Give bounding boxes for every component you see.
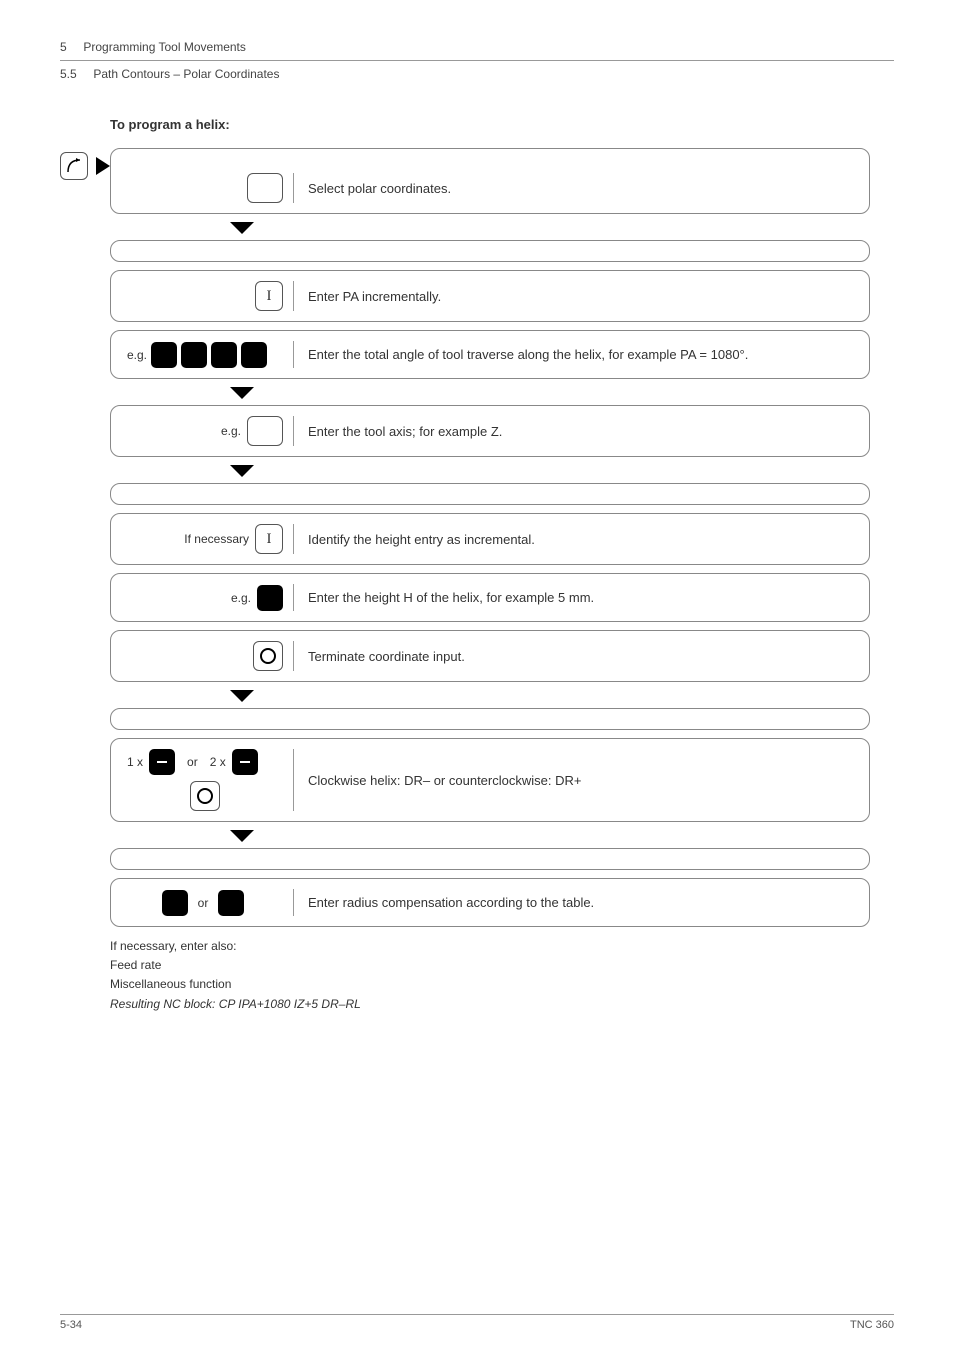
minus-key-2[interactable]: [232, 749, 258, 775]
panel-enter-pa: I Enter PA incrementally.: [110, 270, 870, 322]
desc-height-incremental: Identify the height entry as incremental…: [294, 524, 857, 554]
desc-enter-pa: Enter PA incrementally.: [294, 281, 857, 311]
ifnec-label: If necessary: [184, 532, 249, 546]
page-footer: 5-34 TNC 360: [60, 1314, 894, 1331]
label-2x: 2 x: [210, 755, 226, 769]
arrow-5: [230, 830, 254, 842]
panel-tool-axis: e.g. Enter the tool axis; for example Z.: [110, 405, 870, 457]
digit-key-3[interactable]: [211, 342, 237, 368]
enter-key-1[interactable]: [253, 641, 283, 671]
panel-spacer-2: [110, 483, 870, 505]
panel-spacer-3: [110, 708, 870, 730]
eg-label-1: e.g.: [127, 348, 147, 362]
or-label-2: or: [198, 896, 209, 910]
panel-height-incremental: If necessary I Identify the height entry…: [110, 513, 870, 565]
arrow-1: [230, 222, 254, 234]
desc-dr: Clockwise helix: DR– or counterclockwise…: [294, 749, 857, 811]
arrow-4: [230, 690, 254, 702]
desc-terminate: Terminate coordinate input.: [294, 641, 857, 671]
chapter-title: Programming Tool Movements: [83, 40, 246, 54]
leading-icons: [60, 152, 110, 180]
panel-total-angle: e.g. Enter the total angle of tool trave…: [110, 330, 870, 379]
triangle-right-icon: [96, 157, 110, 175]
desc-radius-comp: Enter radius compensation according to t…: [294, 889, 857, 916]
section-title: To program a helix:: [110, 117, 894, 132]
desc-total-angle: Enter the total angle of tool traverse a…: [294, 341, 857, 368]
panel-spacer-1: [110, 240, 870, 262]
desc-tool-axis: Enter the tool axis; for example Z.: [294, 416, 857, 446]
sub-title: Path Contours – Polar Coordinates: [93, 67, 279, 81]
enter-key-2[interactable]: [190, 781, 220, 811]
minus-key-1[interactable]: [149, 749, 175, 775]
footer-right: TNC 360: [850, 1319, 894, 1331]
i-key-1[interactable]: I: [255, 281, 283, 311]
digit-key-2[interactable]: [181, 342, 207, 368]
arrow-3: [230, 465, 254, 477]
eg-label-2: e.g.: [221, 424, 241, 438]
arc-icon: [60, 152, 88, 180]
footer-left: 5-34: [60, 1319, 82, 1331]
footnote-3: Miscellaneous function: [110, 975, 870, 994]
i-key-2[interactable]: I: [255, 524, 283, 554]
digit-key-1[interactable]: [151, 342, 177, 368]
panel-dr: 1 x or 2 x Clockwise helix: DR– or count…: [110, 738, 870, 822]
sub-num: 5.5: [60, 67, 77, 81]
axis-key[interactable]: [247, 416, 283, 446]
rcomp-key-1[interactable]: [162, 890, 188, 916]
digit-key-4[interactable]: [241, 342, 267, 368]
chapter-num: 5: [60, 40, 67, 54]
desc-select-polar: Select polar coordinates.: [294, 173, 857, 203]
or-label-1: or: [187, 755, 198, 769]
label-1x: 1 x: [127, 755, 143, 769]
footnote-2: Feed rate: [110, 956, 870, 975]
blank-key[interactable]: [247, 173, 283, 203]
panel-select-polar: Select polar coordinates.: [110, 148, 870, 214]
footnote-1: If necessary, enter also:: [110, 937, 870, 956]
panel-height-h: e.g. Enter the height H of the helix, fo…: [110, 573, 870, 622]
digit-key-5[interactable]: [257, 585, 283, 611]
panel-spacer-4: [110, 848, 870, 870]
panel-radius-comp: or Enter radius compensation according t…: [110, 878, 870, 927]
footnote-4: Resulting NC block: CP IPA+1080 IZ+5 DR–…: [110, 995, 870, 1014]
footnote-block: If necessary, enter also: Feed rate Misc…: [110, 937, 870, 1014]
panel-terminate: Terminate coordinate input.: [110, 630, 870, 682]
desc-height-h: Enter the height H of the helix, for exa…: [294, 584, 857, 611]
rcomp-key-2[interactable]: [218, 890, 244, 916]
header-rule: [60, 60, 894, 61]
eg-label-3: e.g.: [231, 591, 251, 605]
arrow-2: [230, 387, 254, 399]
